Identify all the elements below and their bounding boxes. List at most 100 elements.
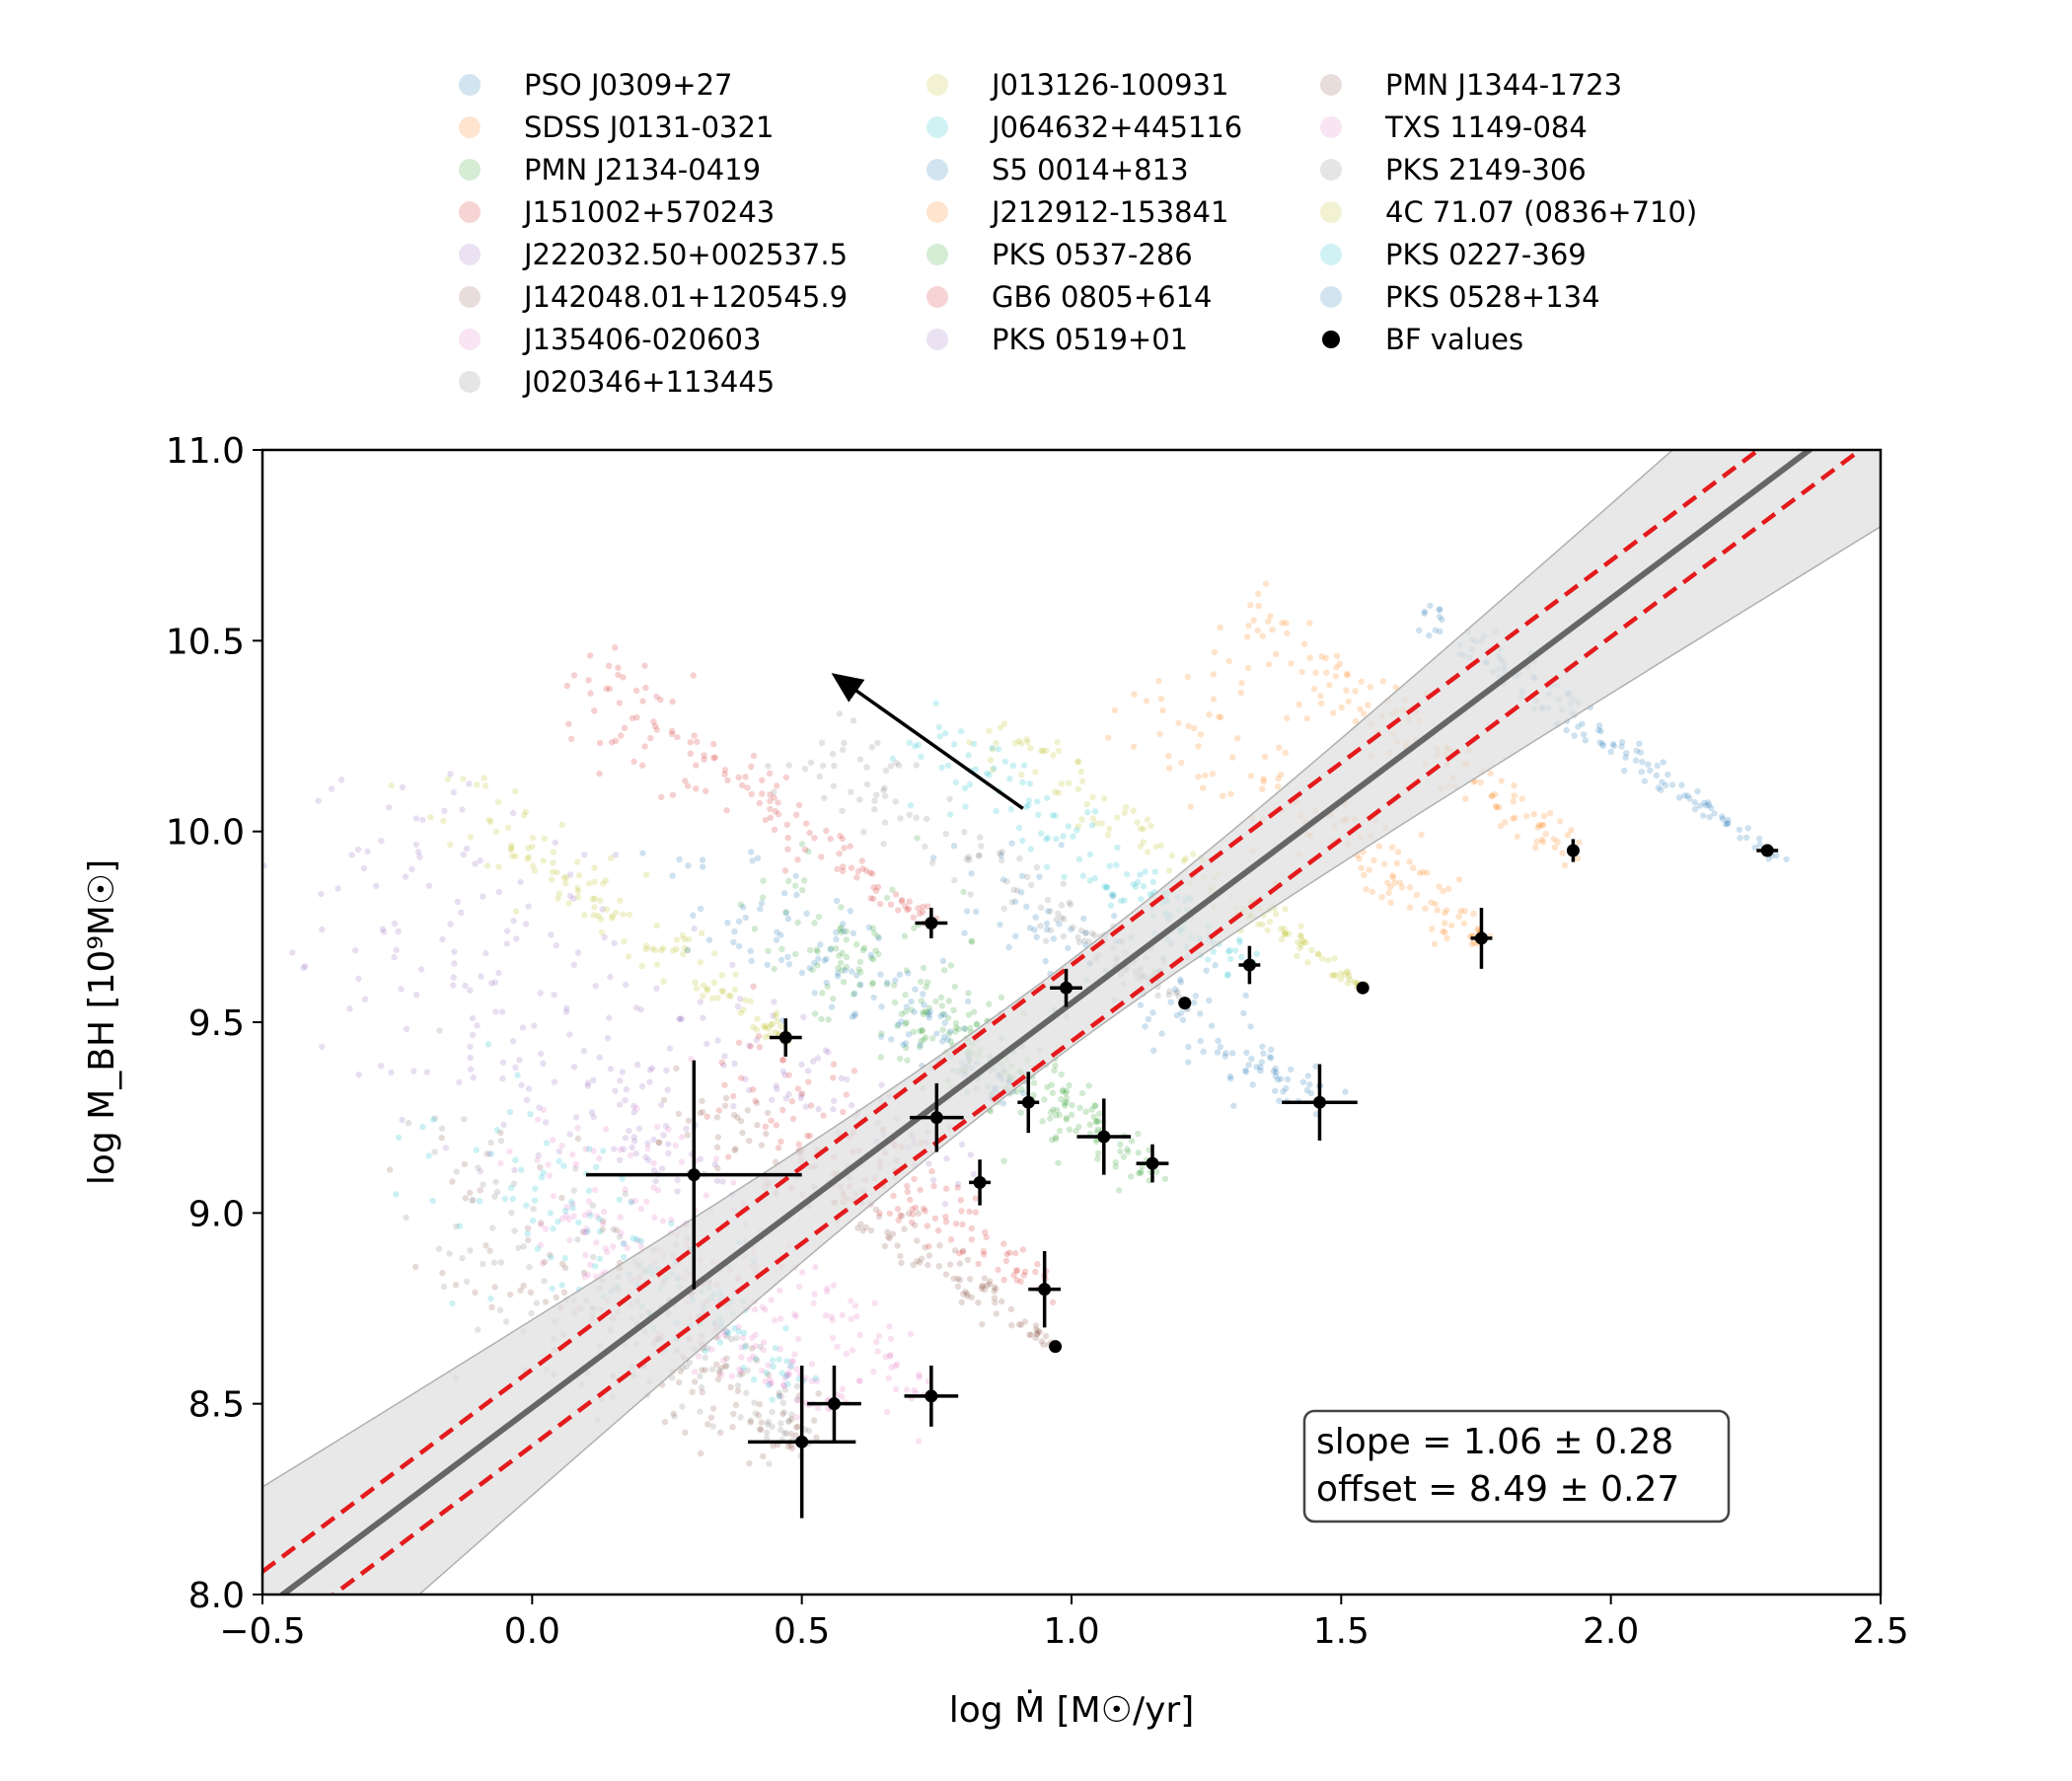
posterior-sample <box>942 1219 950 1225</box>
posterior-sample <box>873 1338 880 1346</box>
posterior-sample <box>886 1353 894 1360</box>
posterior-sample <box>952 1028 959 1035</box>
posterior-sample <box>1568 827 1575 834</box>
posterior-sample <box>924 1223 930 1229</box>
posterior-sample <box>713 1177 721 1185</box>
posterior-sample <box>714 995 721 1002</box>
posterior-sample <box>883 1408 891 1416</box>
posterior-sample <box>697 999 704 1005</box>
posterior-sample <box>721 1081 728 1088</box>
posterior-sample <box>380 928 388 935</box>
bf-value-point <box>1282 1064 1358 1141</box>
posterior-sample <box>918 1255 925 1262</box>
posterior-sample <box>804 1068 812 1075</box>
posterior-sample <box>962 803 969 810</box>
posterior-sample <box>475 1164 481 1171</box>
posterior-sample <box>1337 970 1345 977</box>
posterior-sample <box>757 1343 764 1351</box>
posterior-sample <box>1000 1240 1007 1247</box>
posterior-sample <box>798 1061 805 1069</box>
y-tick-label: 10.0 <box>166 813 245 853</box>
bf-marker <box>1097 1130 1111 1144</box>
legend-label: J013126-100931 <box>990 68 1228 102</box>
posterior-sample <box>834 865 841 872</box>
posterior-sample <box>561 1208 569 1215</box>
posterior-sample <box>414 849 422 855</box>
posterior-sample <box>972 1209 980 1216</box>
posterior-sample <box>467 1066 475 1073</box>
posterior-sample <box>874 739 881 747</box>
posterior-sample <box>650 718 657 725</box>
posterior-sample <box>1378 894 1385 901</box>
posterior-sample <box>697 905 704 913</box>
posterior-sample <box>821 794 828 801</box>
posterior-sample <box>1255 590 1262 597</box>
posterior-sample <box>908 1006 915 1013</box>
posterior-sample <box>840 746 847 754</box>
posterior-sample <box>653 693 660 701</box>
posterior-sample <box>679 1403 686 1410</box>
posterior-sample <box>1242 992 1249 1000</box>
posterior-sample <box>950 1006 957 1013</box>
posterior-sample <box>1462 795 1469 802</box>
posterior-sample <box>1056 1111 1064 1119</box>
bf-marker <box>795 1435 809 1448</box>
bf-marker <box>1566 844 1580 857</box>
posterior-sample <box>517 878 524 886</box>
posterior-sample <box>909 1206 916 1213</box>
legend-label: J020346+113445 <box>522 365 775 399</box>
posterior-sample <box>560 1162 567 1169</box>
posterior-sample <box>856 756 864 763</box>
posterior-sample <box>759 1303 766 1310</box>
posterior-sample <box>839 967 846 974</box>
posterior-sample <box>1607 748 1614 756</box>
posterior-sample <box>643 942 650 949</box>
posterior-sample <box>928 1167 935 1175</box>
posterior-sample <box>355 975 362 982</box>
posterior-sample <box>560 1289 568 1297</box>
posterior-sample <box>1326 682 1333 689</box>
posterior-sample <box>903 1019 910 1026</box>
posterior-sample <box>1019 1089 1027 1097</box>
posterior-sample <box>737 1009 744 1016</box>
posterior-sample <box>591 864 598 871</box>
posterior-sample <box>1034 798 1041 805</box>
posterior-sample <box>868 954 875 962</box>
posterior-sample <box>968 1236 975 1243</box>
posterior-sample <box>794 1423 801 1431</box>
posterior-sample <box>1088 1106 1095 1113</box>
posterior-sample <box>987 757 995 764</box>
posterior-sample <box>839 949 846 956</box>
posterior-sample <box>1259 1043 1266 1050</box>
posterior-sample <box>738 1075 745 1081</box>
posterior-sample <box>617 1214 624 1221</box>
posterior-sample <box>616 700 623 706</box>
posterior-sample <box>682 1429 689 1437</box>
posterior-sample <box>1310 686 1318 693</box>
posterior-sample <box>958 1299 965 1306</box>
posterior-sample <box>680 950 687 958</box>
posterior-sample <box>566 892 574 900</box>
posterior-sample <box>1722 820 1730 828</box>
posterior-sample <box>987 1278 994 1285</box>
posterior-sample <box>694 738 701 745</box>
posterior-sample <box>1047 1109 1055 1116</box>
posterior-sample <box>685 862 692 869</box>
posterior-sample <box>1157 696 1165 703</box>
posterior-sample <box>871 797 878 804</box>
posterior-sample <box>723 1327 730 1335</box>
posterior-sample <box>791 1351 798 1358</box>
posterior-sample <box>802 820 810 827</box>
posterior-sample <box>1581 731 1588 738</box>
posterior-sample <box>877 1054 884 1061</box>
posterior-sample <box>1705 799 1712 806</box>
posterior-sample <box>978 1285 986 1293</box>
posterior-sample <box>945 998 952 1004</box>
posterior-sample <box>1140 826 1147 833</box>
posterior-sample <box>916 1373 923 1381</box>
posterior-sample <box>1510 815 1517 822</box>
posterior-sample <box>781 1386 789 1393</box>
posterior-sample <box>1052 1112 1060 1119</box>
posterior-sample <box>1330 972 1338 979</box>
posterior-sample <box>561 1255 568 1262</box>
